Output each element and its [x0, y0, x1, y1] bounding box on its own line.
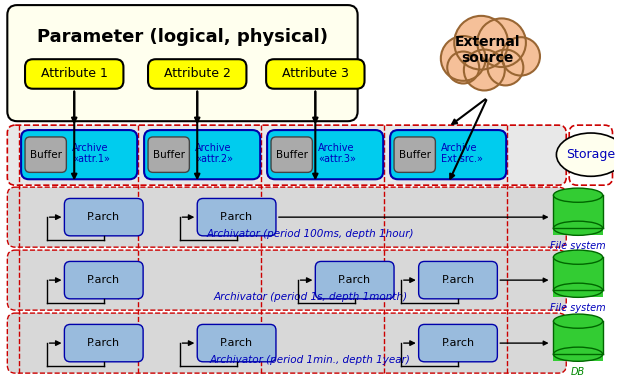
Text: Storage: Storage	[566, 148, 615, 161]
FancyBboxPatch shape	[21, 130, 137, 179]
Text: Buffer: Buffer	[275, 150, 308, 160]
FancyBboxPatch shape	[7, 5, 358, 121]
Text: Attribute 1: Attribute 1	[41, 68, 108, 81]
FancyBboxPatch shape	[7, 313, 566, 373]
FancyBboxPatch shape	[197, 199, 276, 236]
FancyBboxPatch shape	[315, 262, 394, 299]
Bar	[553, 257, 603, 297]
Ellipse shape	[553, 221, 603, 235]
Text: Buffer: Buffer	[30, 150, 62, 160]
FancyBboxPatch shape	[148, 137, 189, 172]
FancyBboxPatch shape	[25, 137, 66, 172]
Text: P.arch: P.arch	[220, 338, 253, 348]
Ellipse shape	[553, 283, 603, 297]
FancyBboxPatch shape	[64, 262, 143, 299]
Text: Parameter (logical, physical): Parameter (logical, physical)	[37, 28, 328, 46]
Ellipse shape	[553, 347, 603, 361]
Text: Archive
«attr.1»: Archive «attr.1»	[72, 143, 110, 165]
Text: External
source: External source	[455, 35, 521, 65]
Text: P.arch: P.arch	[87, 212, 120, 222]
Circle shape	[441, 36, 486, 81]
Text: P.arch: P.arch	[87, 338, 120, 348]
FancyBboxPatch shape	[418, 325, 497, 362]
FancyBboxPatch shape	[7, 187, 566, 247]
Circle shape	[488, 50, 523, 85]
Ellipse shape	[553, 314, 603, 328]
FancyBboxPatch shape	[148, 59, 246, 89]
Ellipse shape	[556, 133, 619, 176]
FancyBboxPatch shape	[25, 59, 123, 89]
Ellipse shape	[443, 36, 532, 73]
Bar	[553, 321, 603, 361]
Circle shape	[477, 18, 526, 67]
Text: File system: File system	[550, 241, 606, 251]
Circle shape	[501, 37, 540, 75]
Text: Archive
«attr.3»: Archive «attr.3»	[318, 143, 356, 165]
FancyBboxPatch shape	[64, 199, 143, 236]
Text: Buffer: Buffer	[399, 150, 431, 160]
Text: P.arch: P.arch	[338, 275, 371, 285]
FancyBboxPatch shape	[64, 325, 143, 362]
FancyBboxPatch shape	[197, 325, 276, 362]
Text: P.arch: P.arch	[441, 275, 475, 285]
FancyBboxPatch shape	[394, 137, 435, 172]
FancyBboxPatch shape	[569, 125, 612, 185]
FancyBboxPatch shape	[144, 130, 260, 179]
FancyBboxPatch shape	[390, 130, 506, 179]
FancyBboxPatch shape	[418, 262, 497, 299]
FancyBboxPatch shape	[266, 59, 365, 89]
Bar	[553, 195, 603, 235]
Circle shape	[454, 16, 508, 70]
Text: Buffer: Buffer	[153, 150, 184, 160]
Text: P.arch: P.arch	[87, 275, 120, 285]
Circle shape	[464, 50, 505, 90]
Text: Archivator (period 100ms, depth 1hour): Archivator (period 100ms, depth 1hour)	[207, 229, 414, 239]
Text: P.arch: P.arch	[220, 212, 253, 222]
Ellipse shape	[553, 188, 603, 202]
Ellipse shape	[553, 250, 603, 264]
Text: DB: DB	[571, 367, 585, 377]
Text: Archivator (period 1s, depth 1month): Archivator (period 1s, depth 1month)	[214, 292, 407, 302]
Text: Archive
«attr.2»: Archive «attr.2»	[195, 143, 233, 165]
Text: Archivator (period 1min., depth 1year): Archivator (period 1min., depth 1year)	[210, 355, 411, 365]
FancyBboxPatch shape	[271, 137, 313, 172]
Circle shape	[448, 52, 479, 84]
FancyBboxPatch shape	[267, 130, 383, 179]
Text: Archive
Ext.src.»: Archive Ext.src.»	[441, 143, 483, 165]
Text: P.arch: P.arch	[441, 338, 475, 348]
Text: Attribute 3: Attribute 3	[282, 68, 348, 81]
FancyBboxPatch shape	[7, 250, 566, 310]
Text: Attribute 2: Attribute 2	[164, 68, 231, 81]
Text: File system: File system	[550, 303, 606, 313]
FancyBboxPatch shape	[7, 125, 566, 185]
